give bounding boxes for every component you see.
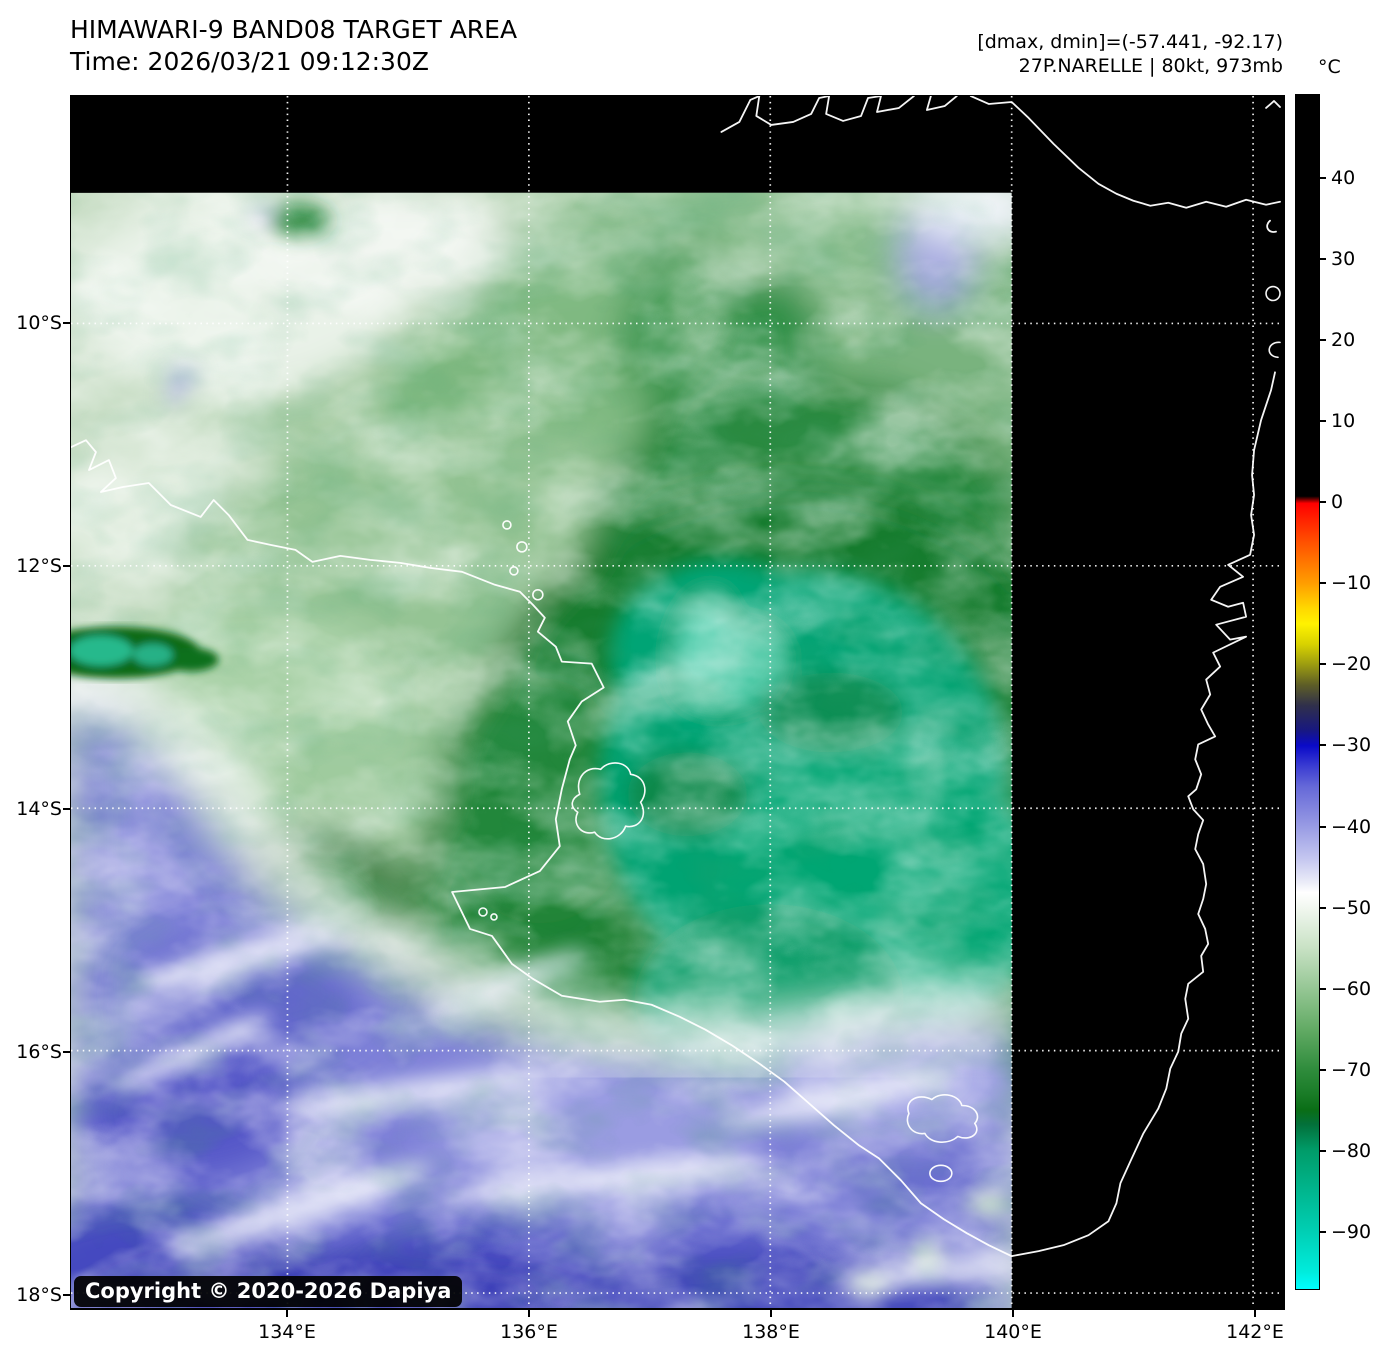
lat-tick-mark xyxy=(63,808,70,810)
colorbar xyxy=(1295,94,1320,1290)
cbar-tick-label: 30 xyxy=(1331,248,1356,270)
coastline-new-guinea xyxy=(720,96,1281,233)
storm-label: 27P.NARELLE | 80kt, 973mb xyxy=(1018,55,1283,77)
lat-tick-mark xyxy=(63,1294,70,1296)
lat-tick-label: 12°S xyxy=(16,555,62,577)
cbar-tick-mark xyxy=(1320,501,1326,503)
map-plot: Copyright © 2020-2026 Dapiya xyxy=(70,95,1285,1310)
cbar-tick-mark xyxy=(1320,177,1326,179)
cbar-tick-label: −40 xyxy=(1331,816,1372,838)
timestamp: Time: 2026/03/21 09:12:30Z xyxy=(70,47,429,76)
cbar-tick-label: −80 xyxy=(1331,1140,1372,1162)
cbar-tick-label: 0 xyxy=(1331,491,1344,513)
lon-tick-label: 138°E xyxy=(742,1321,800,1343)
cbar-tick-mark xyxy=(1320,988,1326,990)
coastlines xyxy=(71,96,1281,1258)
title-block: HIMAWARI-9 BAND08 TARGET AREA Time: 2026… xyxy=(70,14,517,78)
cbar-tick-label: −60 xyxy=(1331,978,1372,1000)
satellite-imagery xyxy=(71,96,1283,1308)
lon-tick-label: 136°E xyxy=(500,1321,558,1343)
cbar-tick-mark xyxy=(1320,907,1326,909)
lat-tick-mark xyxy=(63,1051,70,1053)
dmax-dmin-label: [dmax, dmin]=(-57.441, -92.17) xyxy=(977,31,1283,53)
mornington-island xyxy=(906,1094,979,1143)
cbar-tick-mark xyxy=(1320,663,1326,665)
page-title: HIMAWARI-9 BAND08 TARGET AREA xyxy=(70,15,518,44)
imagery-swath xyxy=(71,192,1012,1308)
lat-tick-label: 18°S xyxy=(16,1284,62,1306)
cbar-tick-label: 40 xyxy=(1331,167,1356,189)
lat-tick-label: 10°S xyxy=(16,312,62,334)
cbar-tick-label: −90 xyxy=(1331,1221,1372,1243)
cbar-tick-label: −10 xyxy=(1331,572,1372,594)
cbar-tick-label: 10 xyxy=(1331,410,1356,432)
cbar-tick-mark xyxy=(1320,339,1326,341)
cbar-tick-mark xyxy=(1320,258,1326,260)
lon-tick-label: 142°E xyxy=(1226,1321,1284,1343)
cbar-tick-label: 20 xyxy=(1331,329,1356,351)
lat-tick-label: 14°S xyxy=(16,798,62,820)
cbar-tick-label: −20 xyxy=(1331,653,1372,675)
cbar-tick-label: −50 xyxy=(1331,897,1372,919)
copyright-badge: Copyright © 2020-2026 Dapiya xyxy=(74,1276,463,1307)
coastline-islands xyxy=(478,285,1281,1183)
cbar-tick-label: −70 xyxy=(1331,1059,1372,1081)
lon-tick-label: 140°E xyxy=(984,1321,1042,1343)
cbar-tick-mark xyxy=(1320,826,1326,828)
cbar-tick-mark xyxy=(1320,1069,1326,1071)
groote-eylandt-island xyxy=(571,762,646,840)
lat-tick-mark xyxy=(63,565,70,567)
cbar-tick-mark xyxy=(1320,1150,1326,1152)
cbar-tick-mark xyxy=(1320,1231,1326,1233)
cbar-tick-mark xyxy=(1320,420,1326,422)
lat-tick-mark xyxy=(63,322,70,324)
lon-tick-label: 134°E xyxy=(258,1321,316,1343)
cbar-tick-mark xyxy=(1320,582,1326,584)
lat-tick-label: 16°S xyxy=(16,1041,62,1063)
lon-tick-mark xyxy=(1012,1310,1014,1317)
lon-tick-mark xyxy=(1254,1310,1256,1317)
coastline-australia xyxy=(71,371,1276,1258)
cbar-tick-mark xyxy=(1320,744,1326,746)
lon-tick-mark xyxy=(286,1310,288,1317)
lon-tick-mark xyxy=(770,1310,772,1317)
cbar-tick-label: −30 xyxy=(1331,734,1372,756)
stats-block: [dmax, dmin]=(-57.441, -92.17) 27P.NAREL… xyxy=(883,30,1283,78)
colorbar-gradient xyxy=(1296,95,1319,1289)
lon-tick-mark xyxy=(528,1310,530,1317)
colorbar-unit-label: °C xyxy=(1318,56,1341,78)
